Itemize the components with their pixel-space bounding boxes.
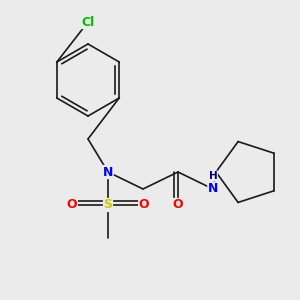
Text: N: N <box>208 182 218 196</box>
Text: Cl: Cl <box>81 16 94 28</box>
Text: O: O <box>139 199 149 212</box>
Text: N: N <box>103 166 113 178</box>
Text: O: O <box>67 199 77 212</box>
Text: S: S <box>103 199 112 212</box>
Text: H: H <box>208 171 217 181</box>
Text: O: O <box>173 199 183 212</box>
